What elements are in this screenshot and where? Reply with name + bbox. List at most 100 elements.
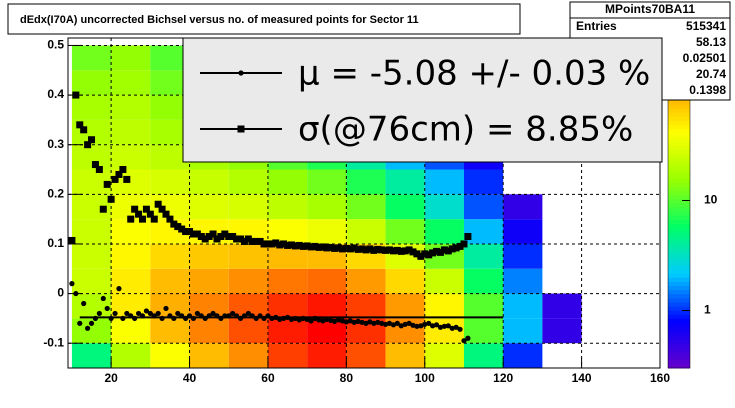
marker-square xyxy=(174,223,182,231)
marker-circle xyxy=(69,281,75,287)
marker-square xyxy=(362,246,370,254)
heatmap-cell xyxy=(307,219,347,244)
heatmap-cell xyxy=(463,343,504,368)
heatmap-cell xyxy=(189,169,229,195)
palette-band xyxy=(668,252,690,258)
marker-square xyxy=(103,180,111,188)
heatmap-cell xyxy=(111,119,151,145)
heatmap-cell xyxy=(503,268,543,294)
marker-square xyxy=(248,237,256,245)
marker-square xyxy=(142,205,150,213)
palette-band xyxy=(668,363,690,369)
palette-band xyxy=(668,157,690,163)
marker-circle xyxy=(249,313,255,319)
stats-value: 0.02501 xyxy=(683,51,727,65)
heatmap-cell xyxy=(463,318,504,344)
marker-circle xyxy=(433,322,440,328)
marker-square xyxy=(146,210,154,218)
marker-square xyxy=(413,250,421,258)
marker-square xyxy=(303,242,311,250)
marker-circle xyxy=(238,70,244,76)
marker-circle xyxy=(92,315,99,321)
heatmap-cell xyxy=(189,243,229,269)
marker-circle xyxy=(104,305,110,312)
palette-band xyxy=(668,174,690,179)
marker-square xyxy=(237,235,245,243)
marker-square xyxy=(127,215,135,223)
palette-band xyxy=(668,347,690,352)
palette-band xyxy=(668,219,690,225)
palette-band xyxy=(668,149,690,154)
heatmap-cell xyxy=(307,268,347,294)
marker-square xyxy=(240,237,248,245)
heatmap-cell xyxy=(150,243,190,269)
heatmap-cell xyxy=(71,268,112,294)
heatmap-cell xyxy=(307,194,347,220)
palette-band xyxy=(668,260,690,266)
palette-band xyxy=(668,343,690,348)
palette-band xyxy=(668,227,690,233)
marker-circle xyxy=(430,323,436,329)
marker-square xyxy=(452,244,460,252)
marker-square xyxy=(393,246,401,254)
marker-circle xyxy=(304,316,310,322)
marker-square xyxy=(154,200,162,208)
heatmap-cell xyxy=(267,268,308,294)
marker-circle xyxy=(331,318,338,324)
marker-circle xyxy=(347,318,353,324)
palette-band xyxy=(668,203,690,208)
heatmap-cell xyxy=(111,219,151,244)
marker-square xyxy=(370,246,378,254)
palette-band xyxy=(668,207,690,212)
marker-circle xyxy=(218,315,224,321)
marker-circle xyxy=(445,323,451,329)
heatmap-cell xyxy=(71,70,112,96)
marker-circle xyxy=(324,316,330,322)
palette-band xyxy=(668,293,690,299)
marker-square xyxy=(460,240,468,248)
marker-circle xyxy=(135,310,142,317)
marker-square xyxy=(233,235,241,243)
marker-square xyxy=(456,242,464,250)
marker-square xyxy=(405,246,413,254)
heatmap-cell xyxy=(111,144,151,170)
stats-label: Entries xyxy=(576,19,617,33)
palette-band xyxy=(668,211,690,216)
marker-circle xyxy=(163,305,169,312)
heatmap-cell xyxy=(189,318,229,344)
marker-circle xyxy=(437,324,444,330)
marker-square xyxy=(338,245,346,253)
marker-square xyxy=(193,230,201,238)
marker-square xyxy=(119,166,127,174)
heatmap-cell xyxy=(150,318,190,344)
stats-value: 20.74 xyxy=(696,67,726,81)
palette-band xyxy=(668,322,690,328)
stats-value: 58.13 xyxy=(696,35,726,49)
marker-circle xyxy=(281,315,287,321)
marker-circle xyxy=(414,323,420,329)
marker-circle xyxy=(453,324,459,330)
palette-band xyxy=(668,194,690,200)
marker-square xyxy=(291,242,299,250)
marker-square xyxy=(397,247,405,255)
heatmap-cell xyxy=(150,268,190,294)
heatmap-cell xyxy=(228,194,268,220)
marker-square xyxy=(170,220,178,228)
y-tick-label: -0.1 xyxy=(43,335,64,349)
heatmap-cell xyxy=(228,268,268,294)
marker-square xyxy=(225,232,233,240)
marker-circle xyxy=(441,323,447,329)
marker-square xyxy=(213,235,221,243)
marker-square xyxy=(111,175,119,183)
marker-circle xyxy=(159,315,165,321)
palette-band xyxy=(668,339,690,344)
marker-circle xyxy=(339,318,346,324)
heatmap-cell xyxy=(385,293,425,319)
heatmap-cell xyxy=(228,169,268,195)
marker-circle xyxy=(183,315,189,321)
heatmap-cell xyxy=(150,343,190,368)
heatmap-cell xyxy=(111,45,151,71)
x-tick-label: 60 xyxy=(261,371,275,385)
heatmap-cell xyxy=(267,318,308,344)
palette-band xyxy=(668,99,690,105)
